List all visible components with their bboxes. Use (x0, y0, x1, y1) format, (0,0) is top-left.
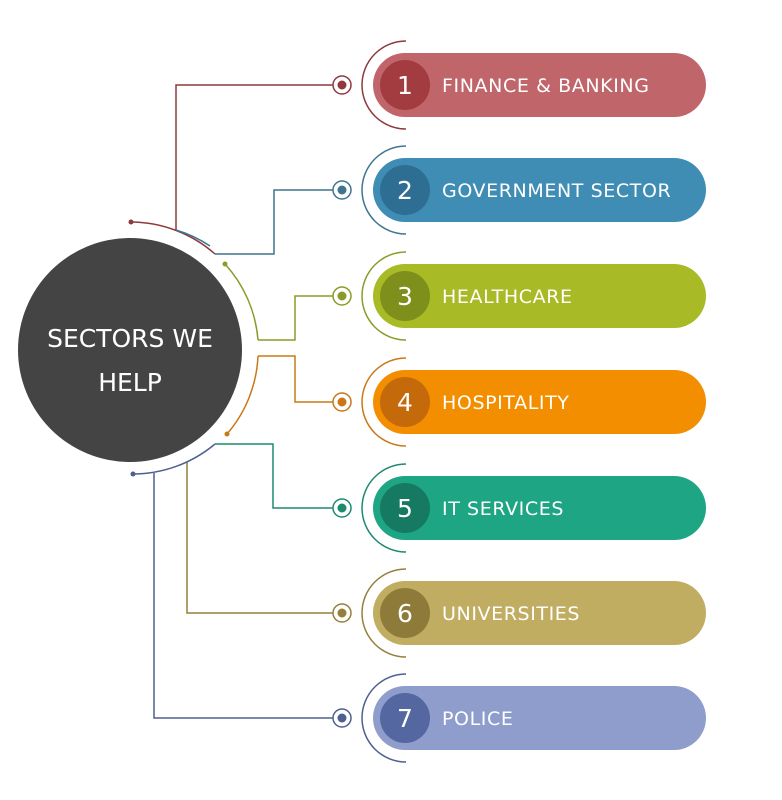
number-badge (380, 693, 430, 743)
hub-arc-dot (128, 219, 134, 225)
sector-item[interactable]: 3 HEALTHCARE (332, 251, 706, 341)
number-badge-text: 2 (397, 176, 413, 205)
number-badge (380, 60, 430, 110)
sector-item[interactable]: 6 UNIVERSITIES (332, 568, 706, 658)
sector-pill[interactable] (373, 264, 706, 328)
hub-arc (224, 263, 259, 341)
connector-lines (128, 84, 334, 719)
hub-arc-dot (222, 261, 228, 267)
sector-label: GOVERNMENT SECTOR (442, 180, 671, 202)
number-badge (380, 483, 430, 533)
sector-item[interactable]: 2 GOVERNMENT SECTOR (332, 145, 706, 235)
target-dot (337, 291, 347, 301)
sector-pill[interactable] (373, 581, 706, 645)
sector-item[interactable]: 7 POLICE (332, 673, 706, 763)
target-dot (337, 608, 347, 618)
number-badge (380, 377, 430, 427)
hub-arc (132, 443, 216, 475)
target-dot (337, 503, 347, 513)
sector-label: UNIVERSITIES (442, 603, 580, 625)
sector-label: FINANCE & BANKING (442, 75, 650, 97)
number-badge (380, 588, 430, 638)
bracket-arc (361, 357, 407, 447)
hub-arc-dot (130, 471, 136, 477)
target-dot (337, 713, 347, 723)
number-badge (380, 165, 430, 215)
bracket-arc (361, 251, 407, 341)
hub: SECTORS WE HELP (18, 238, 242, 462)
sector-item[interactable]: 4 HOSPITALITY (332, 357, 706, 447)
sector-label: HOSPITALITY (442, 392, 570, 414)
hub-arc-dot (224, 431, 230, 437)
hub-arc (175, 229, 211, 247)
bracket-arc (361, 145, 407, 235)
bracket-arc (361, 568, 407, 658)
bracket-arc (361, 463, 407, 553)
target-dot (337, 185, 347, 195)
hub-title-line2: HELP (98, 368, 162, 397)
sector-list: 1 FINANCE & BANKING 2 GOVERNMENT SECTOR 3 HEA… (332, 40, 706, 763)
sector-label: HEALTHCARE (442, 286, 573, 308)
sector-label: POLICE (442, 708, 513, 730)
target-dot (337, 80, 347, 90)
connector-line-6 (186, 462, 334, 614)
sector-pill[interactable] (373, 686, 706, 750)
connector-line-1 (175, 84, 334, 230)
number-badge-text: 7 (397, 704, 413, 733)
number-badge-text: 6 (397, 599, 413, 628)
hub-circle (18, 238, 242, 462)
sector-item[interactable]: 5 IT SERVICES (332, 463, 706, 553)
hub-arc (226, 355, 259, 435)
bracket-arc (361, 673, 407, 763)
sector-pill[interactable] (373, 370, 706, 434)
hub-title-line1: SECTORS WE (47, 324, 213, 353)
target-dot (337, 397, 347, 407)
connector-line-5 (215, 443, 334, 509)
number-badge-text: 3 (397, 282, 413, 311)
number-badge-text: 5 (397, 494, 413, 523)
number-badge-text: 1 (397, 71, 413, 100)
connector-line-2 (215, 189, 334, 255)
connector-line-3 (258, 295, 334, 341)
connector-line-7 (153, 473, 334, 719)
number-badge-text: 4 (397, 388, 413, 417)
sector-label: IT SERVICES (442, 498, 564, 520)
bracket-arc (361, 40, 407, 130)
sector-pill[interactable] (373, 53, 706, 117)
sector-pill[interactable] (373, 476, 706, 540)
connector-line-4 (258, 355, 334, 403)
number-badge (380, 271, 430, 321)
sector-pill[interactable] (373, 158, 706, 222)
sector-item[interactable]: 1 FINANCE & BANKING (332, 40, 706, 130)
